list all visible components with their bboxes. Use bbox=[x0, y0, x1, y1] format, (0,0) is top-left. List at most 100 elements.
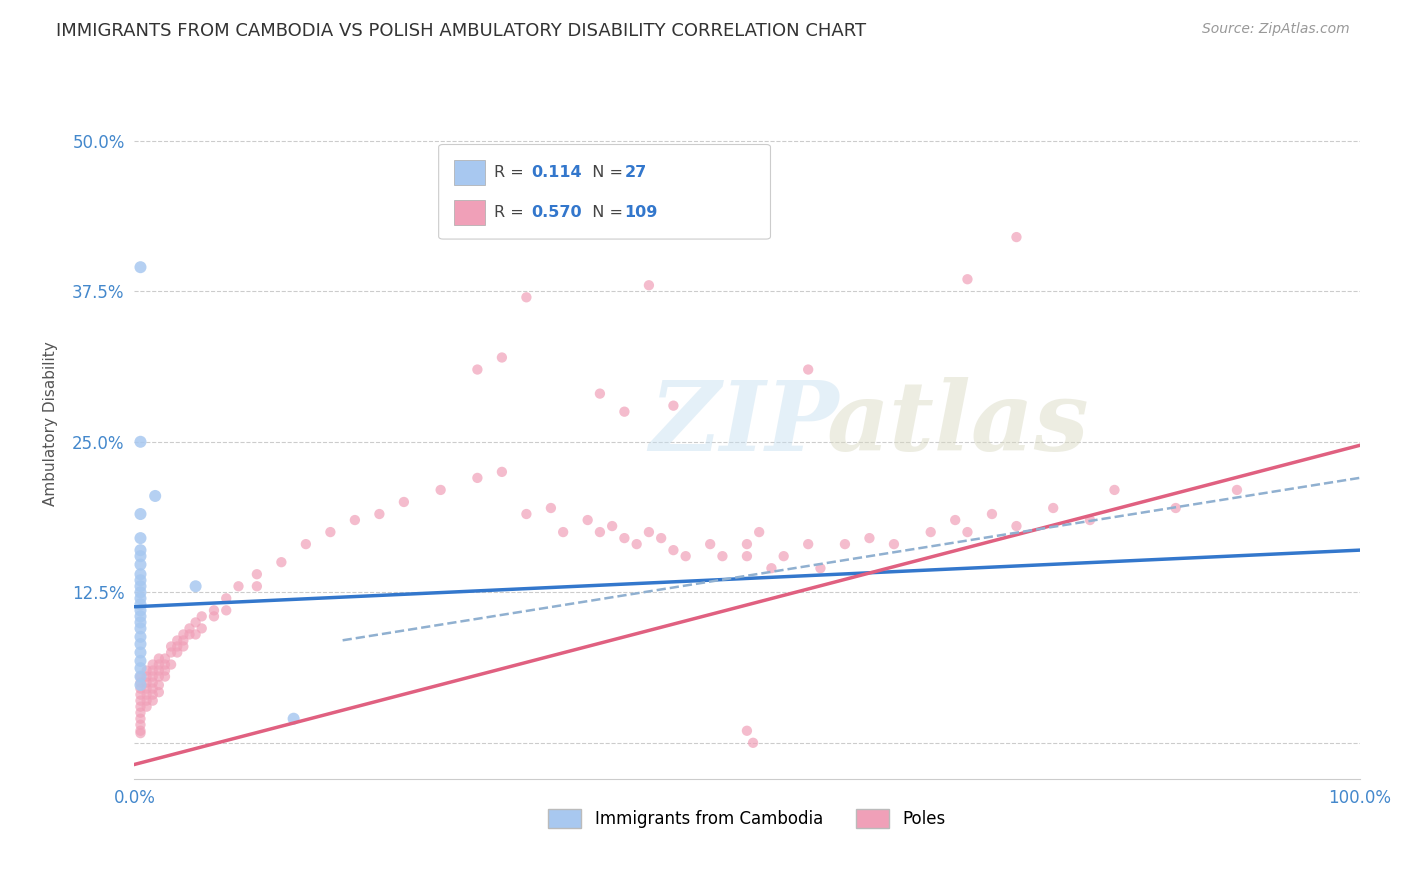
Point bbox=[742, 736, 765, 750]
Point bbox=[129, 630, 152, 644]
Point bbox=[129, 597, 152, 611]
Text: R =: R = bbox=[494, 205, 529, 219]
Point bbox=[129, 712, 152, 726]
Text: R =: R = bbox=[494, 165, 529, 179]
Point bbox=[142, 657, 165, 672]
Point bbox=[190, 621, 212, 635]
Point bbox=[515, 507, 537, 521]
Point bbox=[956, 525, 979, 540]
Point bbox=[662, 543, 685, 558]
Point bbox=[772, 549, 794, 564]
Point bbox=[467, 471, 489, 485]
Point bbox=[215, 603, 238, 617]
Point bbox=[129, 567, 152, 582]
Point bbox=[135, 669, 157, 683]
Point bbox=[160, 657, 183, 672]
Text: 109: 109 bbox=[624, 205, 658, 219]
Point bbox=[553, 525, 575, 540]
Point bbox=[172, 640, 194, 654]
Point bbox=[129, 645, 152, 659]
Point bbox=[1164, 501, 1187, 516]
Point bbox=[368, 507, 391, 521]
Point bbox=[129, 723, 152, 738]
Point bbox=[184, 627, 207, 641]
Point bbox=[600, 519, 623, 533]
Point bbox=[166, 645, 188, 659]
Text: ZIP: ZIP bbox=[650, 376, 838, 471]
Point bbox=[142, 681, 165, 696]
Point bbox=[228, 579, 250, 593]
Point bbox=[129, 591, 152, 606]
Point bbox=[179, 621, 201, 635]
Point bbox=[129, 260, 152, 275]
Point bbox=[589, 525, 612, 540]
Point bbox=[148, 657, 170, 672]
Point bbox=[172, 633, 194, 648]
Point bbox=[129, 603, 152, 617]
Point bbox=[129, 637, 152, 651]
Point bbox=[343, 513, 366, 527]
Point bbox=[135, 688, 157, 702]
Point bbox=[153, 669, 176, 683]
Point bbox=[626, 537, 648, 551]
Point bbox=[675, 549, 697, 564]
Point bbox=[135, 693, 157, 707]
Point bbox=[142, 675, 165, 690]
Point bbox=[153, 651, 176, 665]
Point bbox=[129, 706, 152, 720]
Point bbox=[202, 609, 225, 624]
Point bbox=[943, 513, 966, 527]
Point bbox=[129, 693, 152, 707]
Point bbox=[270, 555, 292, 569]
Point bbox=[142, 693, 165, 707]
Point bbox=[662, 399, 685, 413]
Point bbox=[129, 699, 152, 714]
Point bbox=[129, 579, 152, 593]
Text: 0.570: 0.570 bbox=[531, 205, 582, 219]
Point bbox=[148, 651, 170, 665]
Point bbox=[166, 633, 188, 648]
Point bbox=[1078, 513, 1101, 527]
Point bbox=[576, 513, 599, 527]
Point bbox=[148, 664, 170, 678]
Point bbox=[129, 558, 152, 572]
Text: N =: N = bbox=[582, 205, 628, 219]
Point bbox=[129, 621, 152, 635]
Point bbox=[283, 712, 305, 726]
Point bbox=[129, 507, 152, 521]
Point bbox=[858, 531, 880, 545]
Point bbox=[129, 615, 152, 630]
Point bbox=[142, 669, 165, 683]
Point bbox=[467, 362, 489, 376]
Point bbox=[638, 525, 661, 540]
Point bbox=[540, 501, 562, 516]
Point bbox=[711, 549, 734, 564]
Point bbox=[920, 525, 942, 540]
Point bbox=[129, 609, 152, 624]
Point bbox=[172, 627, 194, 641]
Text: Source: ZipAtlas.com: Source: ZipAtlas.com bbox=[1202, 22, 1350, 37]
Point bbox=[319, 525, 342, 540]
Point bbox=[184, 615, 207, 630]
Point bbox=[1042, 501, 1064, 516]
Point bbox=[735, 537, 758, 551]
Y-axis label: Ambulatory Disability: Ambulatory Disability bbox=[44, 342, 58, 506]
Point bbox=[797, 537, 820, 551]
Point bbox=[142, 664, 165, 678]
Point bbox=[129, 669, 152, 683]
Point bbox=[135, 664, 157, 678]
Point bbox=[1104, 483, 1126, 497]
Point bbox=[129, 726, 152, 740]
Point bbox=[613, 531, 636, 545]
Point bbox=[650, 531, 672, 545]
Point bbox=[129, 434, 152, 449]
Point bbox=[135, 699, 157, 714]
Point bbox=[153, 664, 176, 678]
Point bbox=[613, 405, 636, 419]
Point bbox=[202, 603, 225, 617]
Point bbox=[129, 574, 152, 588]
Point bbox=[129, 549, 152, 564]
Point bbox=[748, 525, 770, 540]
Point bbox=[491, 351, 513, 365]
Point bbox=[129, 669, 152, 683]
